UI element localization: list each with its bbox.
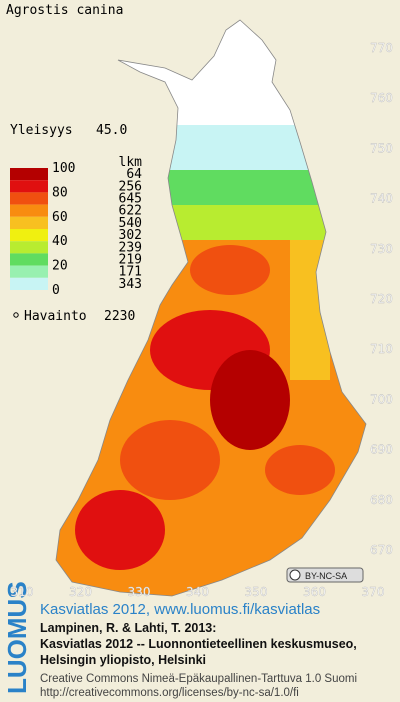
legend-swatch bbox=[10, 253, 48, 266]
east-tick-label: 320 bbox=[69, 585, 92, 599]
east-tick-label: 310 bbox=[11, 585, 34, 599]
legend-scale-label: 100 bbox=[52, 161, 75, 176]
north-tick-label: 740 bbox=[370, 192, 393, 206]
citation-line: Kasviatlas 2012 -- Luonnontieteellinen k… bbox=[40, 637, 357, 651]
north-tick-label: 670 bbox=[370, 543, 393, 557]
atlas-link: Kasviatlas 2012, www.luomus.fi/kasviatla… bbox=[40, 601, 320, 618]
count-header: lkm bbox=[119, 155, 143, 170]
brand: LUOMUS bbox=[2, 581, 32, 694]
license-line: http://creativecommons.org/licenses/by-n… bbox=[40, 687, 299, 699]
legend-count: 540 bbox=[119, 216, 142, 231]
legend-count: 64 bbox=[126, 167, 142, 182]
legend-count: 219 bbox=[119, 253, 142, 268]
legend-scale-label: 80 bbox=[52, 185, 68, 200]
north-tick-label: 750 bbox=[370, 141, 393, 155]
citation-line: Helsingin yliopisto, Helsinki bbox=[40, 653, 206, 667]
species-title: Agrostis canina bbox=[6, 3, 123, 18]
north-tick-label: 730 bbox=[370, 242, 393, 256]
legend-count: 256 bbox=[119, 179, 142, 194]
license-badge-text: BY-NC-SA bbox=[305, 571, 347, 581]
legend-count: 645 bbox=[119, 192, 142, 207]
north-tick-label: 760 bbox=[370, 91, 393, 105]
legend-swatch bbox=[10, 265, 48, 278]
north-tick-label: 690 bbox=[370, 443, 393, 457]
north-tick-label: 680 bbox=[370, 493, 393, 507]
citation-line: Lampinen, R. & Lahti, T. 2013: bbox=[40, 621, 216, 635]
legend-scale-label: 0 bbox=[52, 283, 60, 298]
observation-count: 2230 bbox=[104, 309, 135, 324]
license-badge bbox=[286, 567, 364, 583]
legend-swatch bbox=[10, 204, 48, 217]
north-tick-label: 710 bbox=[370, 342, 393, 356]
east-tick-label: 330 bbox=[128, 585, 151, 599]
frequency-value: 45.0 bbox=[96, 123, 127, 138]
legend-count: 622 bbox=[119, 204, 142, 219]
license-line: Creative Commons Nimeä-Epäkaupallinen-Ta… bbox=[40, 673, 357, 685]
legend-count: 343 bbox=[119, 277, 142, 292]
legend-swatch bbox=[10, 216, 48, 229]
legend-swatch bbox=[10, 229, 48, 242]
legend-count: 239 bbox=[119, 240, 142, 255]
observation-label: Havainto bbox=[24, 309, 87, 324]
legend-count: 171 bbox=[119, 265, 142, 280]
observation-symbol bbox=[13, 312, 19, 318]
country-outline bbox=[55, 19, 367, 597]
north-tick-label: 700 bbox=[370, 392, 393, 406]
legend-swatch bbox=[10, 192, 48, 205]
legend-count: 302 bbox=[119, 228, 142, 243]
cc-icon bbox=[289, 569, 301, 581]
legend-swatch bbox=[10, 180, 48, 193]
north-tick-label: 720 bbox=[370, 292, 393, 306]
east-tick-label: 360 bbox=[303, 585, 326, 599]
legend-scale-label: 60 bbox=[52, 210, 68, 225]
legend-swatch bbox=[10, 168, 48, 181]
frequency-label: Yleisyys bbox=[10, 123, 73, 138]
legend-swatch bbox=[10, 241, 48, 254]
north-tick-label: 770 bbox=[370, 41, 393, 55]
legend-swatch bbox=[10, 277, 48, 290]
east-tick-label: 340 bbox=[186, 585, 209, 599]
east-tick-label: 350 bbox=[245, 585, 268, 599]
legend-scale-label: 20 bbox=[52, 259, 68, 274]
east-tick-label: 370 bbox=[362, 585, 385, 599]
legend-scale-label: 40 bbox=[52, 234, 68, 249]
